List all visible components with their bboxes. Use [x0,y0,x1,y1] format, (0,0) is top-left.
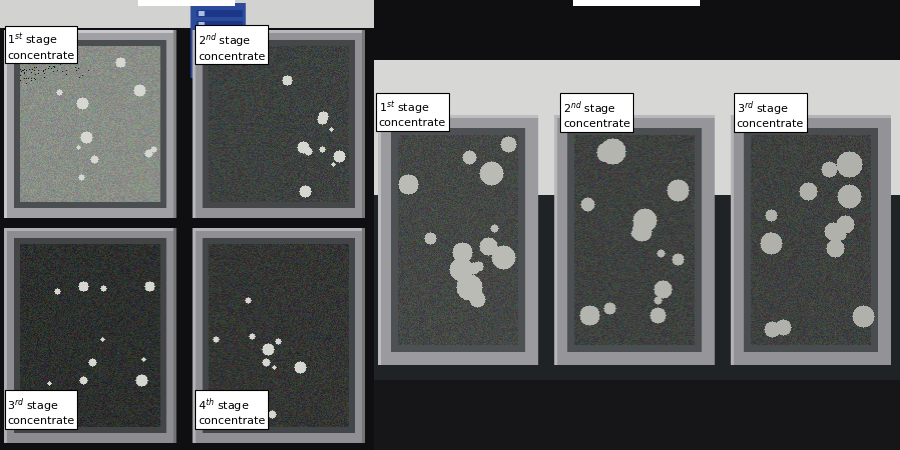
Text: 3$^{rd}$ stage
concentrate: 3$^{rd}$ stage concentrate [7,396,75,426]
Text: 2$^{nd}$ stage
concentrate: 2$^{nd}$ stage concentrate [198,32,266,62]
Text: 3$^{rd}$ stage
concentrate: 3$^{rd}$ stage concentrate [737,99,804,129]
Text: 1$^{st}$ stage
concentrate: 1$^{st}$ stage concentrate [7,32,75,61]
Text: 4$^{th}$ stage
concentrate: 4$^{th}$ stage concentrate [198,396,266,426]
Text: 2$^{nd}$ stage
concentrate: 2$^{nd}$ stage concentrate [563,99,630,129]
Text: 1$^{st}$ stage
concentrate: 1$^{st}$ stage concentrate [379,99,446,128]
